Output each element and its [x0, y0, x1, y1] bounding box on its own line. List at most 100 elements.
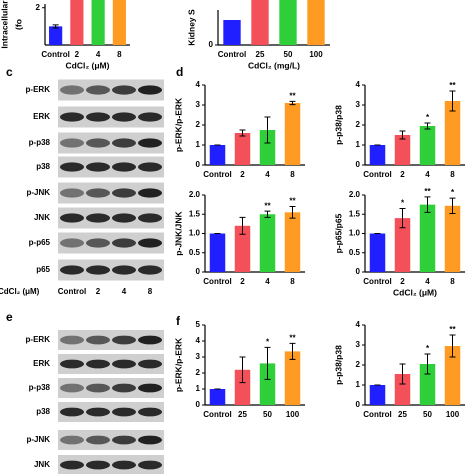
blot-row-label: p-ERK	[26, 85, 51, 94]
blot-strip	[58, 455, 164, 474]
bar	[444, 205, 461, 272]
y-tick-label: 0.5	[349, 248, 361, 257]
blot-band	[60, 435, 84, 445]
y-tick-label: 4	[356, 320, 361, 329]
y-tick-label: 0	[356, 400, 361, 409]
blot-band	[60, 265, 84, 275]
blot-row-label: ERK	[33, 112, 50, 121]
y-axis-label: p-p38/p38	[333, 105, 343, 145]
error-bar	[264, 210, 271, 218]
x-tick-label: 100	[446, 410, 460, 419]
bar	[419, 364, 436, 405]
bar	[284, 103, 301, 165]
x-tick-label: 8	[290, 277, 295, 286]
blot-band	[60, 335, 84, 345]
blot-strip	[58, 79, 164, 101]
blot-band	[60, 407, 84, 417]
error-bar	[289, 100, 296, 106]
x-tick-label: 25	[256, 50, 265, 59]
blot-band	[60, 112, 84, 122]
blot-strip	[58, 132, 164, 154]
blot-band	[138, 162, 162, 172]
y-tick-label: 0	[196, 400, 201, 409]
significance: *	[426, 344, 430, 353]
error-bar	[399, 207, 406, 229]
y-axis-label: p-ERK/p-ERK	[173, 337, 183, 392]
blot-band	[112, 85, 136, 95]
x-tick-label: 50	[263, 410, 272, 419]
x-tick-label: 4	[265, 277, 270, 286]
bar	[91, 0, 105, 45]
significance: *	[451, 188, 455, 197]
significance: **	[264, 201, 271, 210]
blot-row-label: p-JNK	[26, 188, 50, 197]
x-tick-label: 2	[240, 277, 245, 286]
x-tick-label: 2	[240, 170, 245, 179]
error-bar	[449, 90, 456, 112]
error-bar	[399, 363, 406, 385]
blot-band	[86, 460, 110, 470]
x-tick-label: 4	[96, 50, 101, 59]
significance: **	[424, 187, 431, 196]
y-tick-label: 2	[356, 120, 361, 129]
x-tick-label: 4	[265, 170, 270, 179]
bar	[419, 204, 436, 272]
blot-band	[86, 238, 110, 248]
y-tick-label: 5	[196, 320, 201, 329]
error-bar	[289, 206, 296, 219]
error-bar	[424, 353, 431, 375]
y-axis-label: Intracellular	[0, 0, 9, 49]
blot-band	[112, 188, 136, 198]
y-tick-label: 2	[36, 3, 41, 12]
blot-lane-label: Control	[58, 287, 86, 296]
blot-row-label: p65	[36, 265, 50, 274]
blot-lane-label: 8	[148, 287, 153, 296]
blot-row-label: JNK	[34, 460, 50, 469]
error-bar	[239, 216, 246, 235]
x-tick-label: 4	[425, 170, 430, 179]
blot-strip	[58, 354, 164, 374]
blot-row-label: p-JNK	[26, 435, 50, 444]
blot-band	[138, 213, 162, 223]
bar	[70, 0, 84, 46]
significance: **	[289, 197, 296, 206]
blot-band	[112, 383, 136, 393]
bar	[307, 0, 325, 45]
y-axis-label: Kidney S	[186, 9, 196, 46]
blot-band	[60, 213, 84, 223]
y-tick-label: 2	[356, 360, 361, 369]
bar	[259, 363, 276, 405]
blot-strip	[58, 156, 164, 178]
blot-band	[86, 407, 110, 417]
y-tick-label: 1	[196, 140, 201, 149]
y-tick-label: 2.0	[349, 190, 361, 199]
error-bar	[449, 197, 456, 214]
significance: **	[289, 92, 296, 101]
blot-strip	[58, 182, 164, 204]
blot-band	[86, 85, 110, 95]
blot-row-label: p-p38	[29, 383, 51, 392]
x-tick-label: 8	[450, 170, 455, 179]
error-bar	[399, 130, 406, 140]
bar	[369, 385, 386, 405]
blot-strip	[58, 330, 164, 350]
blot-band	[138, 359, 162, 369]
bar	[209, 389, 226, 405]
blot-strip	[58, 378, 164, 398]
blot-row-label: p38	[36, 407, 50, 416]
blot-band	[112, 138, 136, 148]
blot-band	[138, 407, 162, 417]
blot-band	[138, 435, 162, 445]
x-tick-label: 4	[425, 277, 430, 286]
y-axis-label: p-p65/p65	[333, 213, 343, 253]
blot-row-label: JNK	[34, 213, 50, 222]
bar	[369, 145, 386, 165]
bar	[419, 126, 436, 165]
bar	[394, 374, 411, 405]
x-tick-label: Control	[203, 277, 231, 286]
x-tick-label: 8	[450, 277, 455, 286]
y-tick-label: 1.5	[189, 209, 201, 218]
error-bar	[264, 116, 271, 144]
y-tick-label: 3	[196, 100, 201, 109]
x-tick-label: Control	[218, 50, 246, 59]
